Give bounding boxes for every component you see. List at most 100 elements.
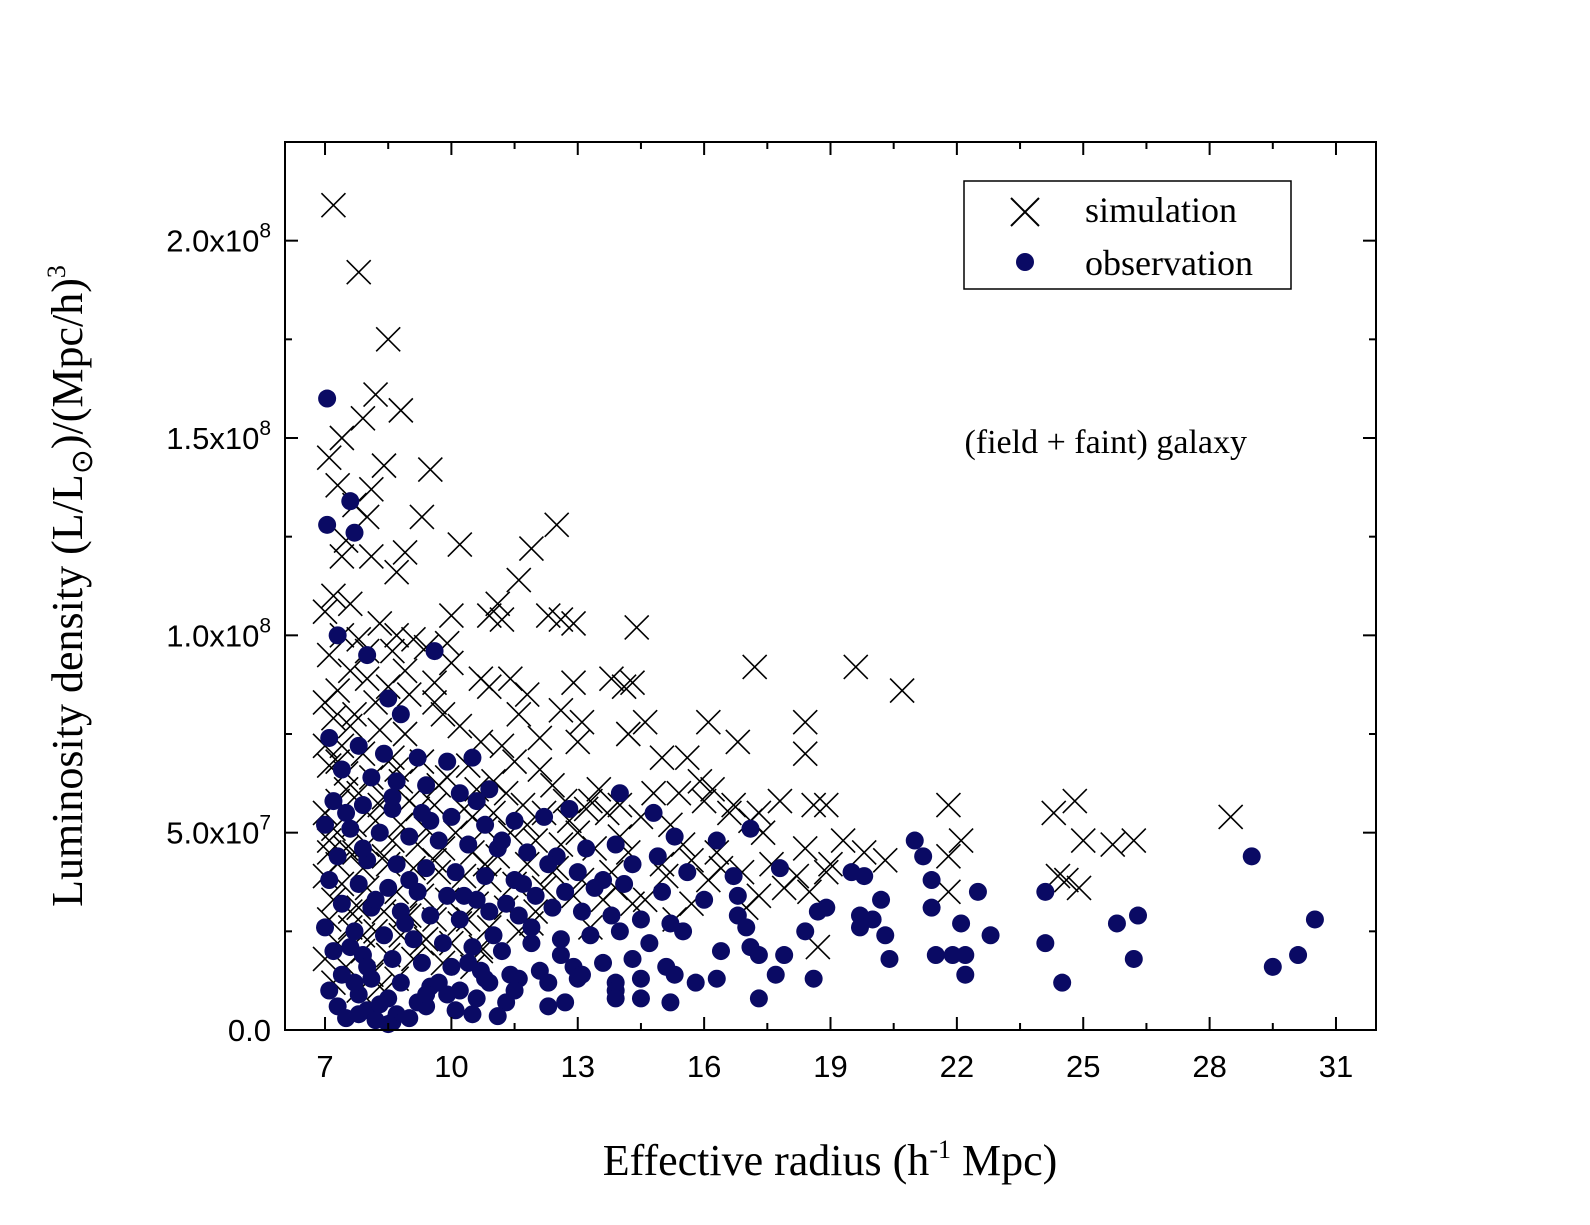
simulation-point xyxy=(476,674,502,700)
observation-point xyxy=(358,646,377,665)
observation-point xyxy=(952,914,971,933)
x-tick-label: 13 xyxy=(561,1049,595,1084)
observation-point xyxy=(332,760,351,779)
observation-point xyxy=(678,863,697,882)
observation-point xyxy=(674,922,693,941)
observation-point xyxy=(804,969,823,988)
observation-point xyxy=(358,957,377,976)
observation-point xyxy=(438,752,457,771)
simulation-point xyxy=(721,792,747,818)
observation-point xyxy=(551,930,570,949)
observation-point xyxy=(653,882,672,901)
observation-point xyxy=(518,843,537,862)
x-tick-label: 25 xyxy=(1066,1049,1100,1084)
observation-point xyxy=(476,815,495,834)
observation-point xyxy=(476,867,495,886)
observation-point xyxy=(1129,906,1148,925)
observation-point xyxy=(631,969,650,988)
observation-point xyxy=(914,847,933,866)
observation-point xyxy=(345,523,364,542)
simulation-point xyxy=(346,259,372,285)
observation-point xyxy=(417,859,436,878)
x-tick-label: 31 xyxy=(1319,1049,1353,1084)
simulation-point xyxy=(320,192,347,218)
observation-point xyxy=(492,831,511,850)
observation-point xyxy=(640,934,659,953)
observation-point xyxy=(370,995,389,1014)
simulation-point xyxy=(421,670,448,696)
observation-point xyxy=(749,989,768,1008)
legend-observation-label: observation xyxy=(1085,243,1253,283)
observation-point xyxy=(556,882,575,901)
simulation-point xyxy=(434,764,460,790)
simulation-point xyxy=(312,599,338,625)
x-tick-label: 16 xyxy=(687,1049,721,1084)
observation-point xyxy=(505,811,524,830)
simulation-point xyxy=(851,839,877,865)
observation-point xyxy=(459,835,478,854)
observation-point xyxy=(522,918,541,937)
simulation-point xyxy=(506,701,532,727)
observation-point xyxy=(1263,957,1282,976)
observation-point xyxy=(1242,847,1261,866)
observation-point xyxy=(665,965,684,984)
simulation-point xyxy=(948,827,974,854)
simulation-point xyxy=(476,603,502,629)
simulation-point xyxy=(843,654,869,680)
simulation-point xyxy=(649,745,675,771)
simulation-point xyxy=(527,725,553,751)
observation-point xyxy=(808,902,827,921)
observation-point xyxy=(796,922,815,941)
observation-point xyxy=(433,934,452,953)
data-markers xyxy=(312,192,1324,1034)
observation-point xyxy=(513,874,532,893)
observation-point xyxy=(585,878,604,897)
observation-point xyxy=(711,942,730,961)
simulation-point xyxy=(544,512,570,538)
observation-point xyxy=(400,1009,419,1028)
observation-point xyxy=(417,985,436,1004)
x-tick-label: 7 xyxy=(316,1049,333,1084)
observation-point xyxy=(1036,934,1055,953)
observation-point xyxy=(476,969,495,988)
simulation-point xyxy=(316,445,342,471)
observation-point xyxy=(577,839,596,858)
observation-point xyxy=(560,799,579,818)
simulation-point xyxy=(409,504,435,530)
observation-point xyxy=(1305,910,1324,929)
observation-point xyxy=(943,946,962,965)
simulation-point xyxy=(396,681,422,708)
simulation-point xyxy=(796,879,823,905)
observation-point xyxy=(766,965,785,984)
simulation-point xyxy=(792,835,818,862)
observation-point xyxy=(374,744,393,763)
observation-point xyxy=(316,815,335,834)
observation-point xyxy=(695,890,714,909)
observation-point xyxy=(724,867,743,886)
simulation-point xyxy=(341,701,368,727)
observation-point xyxy=(535,807,554,826)
observation-point xyxy=(686,973,705,992)
observation-point xyxy=(463,1005,482,1024)
simulation-point xyxy=(1066,875,1092,901)
observation-point xyxy=(467,792,486,811)
observation-point xyxy=(467,989,486,1008)
simulation-point xyxy=(632,709,658,735)
observation-point xyxy=(455,886,474,905)
simulation-point xyxy=(329,425,355,451)
observation-point xyxy=(421,906,440,925)
legend-simulation-label: simulation xyxy=(1085,190,1237,230)
simulation-point xyxy=(337,591,363,617)
x-tick-label: 10 xyxy=(434,1049,468,1084)
observation-point xyxy=(316,918,335,937)
simulation-point xyxy=(392,721,418,747)
observation-point xyxy=(459,953,478,972)
simulation-point xyxy=(935,879,962,905)
observation-point xyxy=(391,705,410,724)
observation-point xyxy=(610,922,629,941)
simulation-point xyxy=(598,666,625,692)
observation-point xyxy=(606,835,625,854)
simulation-point xyxy=(350,405,376,431)
x-tick-label: 28 xyxy=(1192,1049,1226,1084)
